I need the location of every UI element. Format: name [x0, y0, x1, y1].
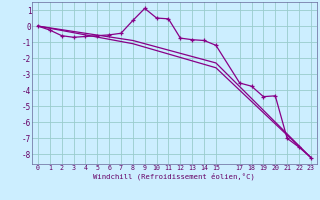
X-axis label: Windchill (Refroidissement éolien,°C): Windchill (Refroidissement éolien,°C) — [93, 172, 255, 180]
